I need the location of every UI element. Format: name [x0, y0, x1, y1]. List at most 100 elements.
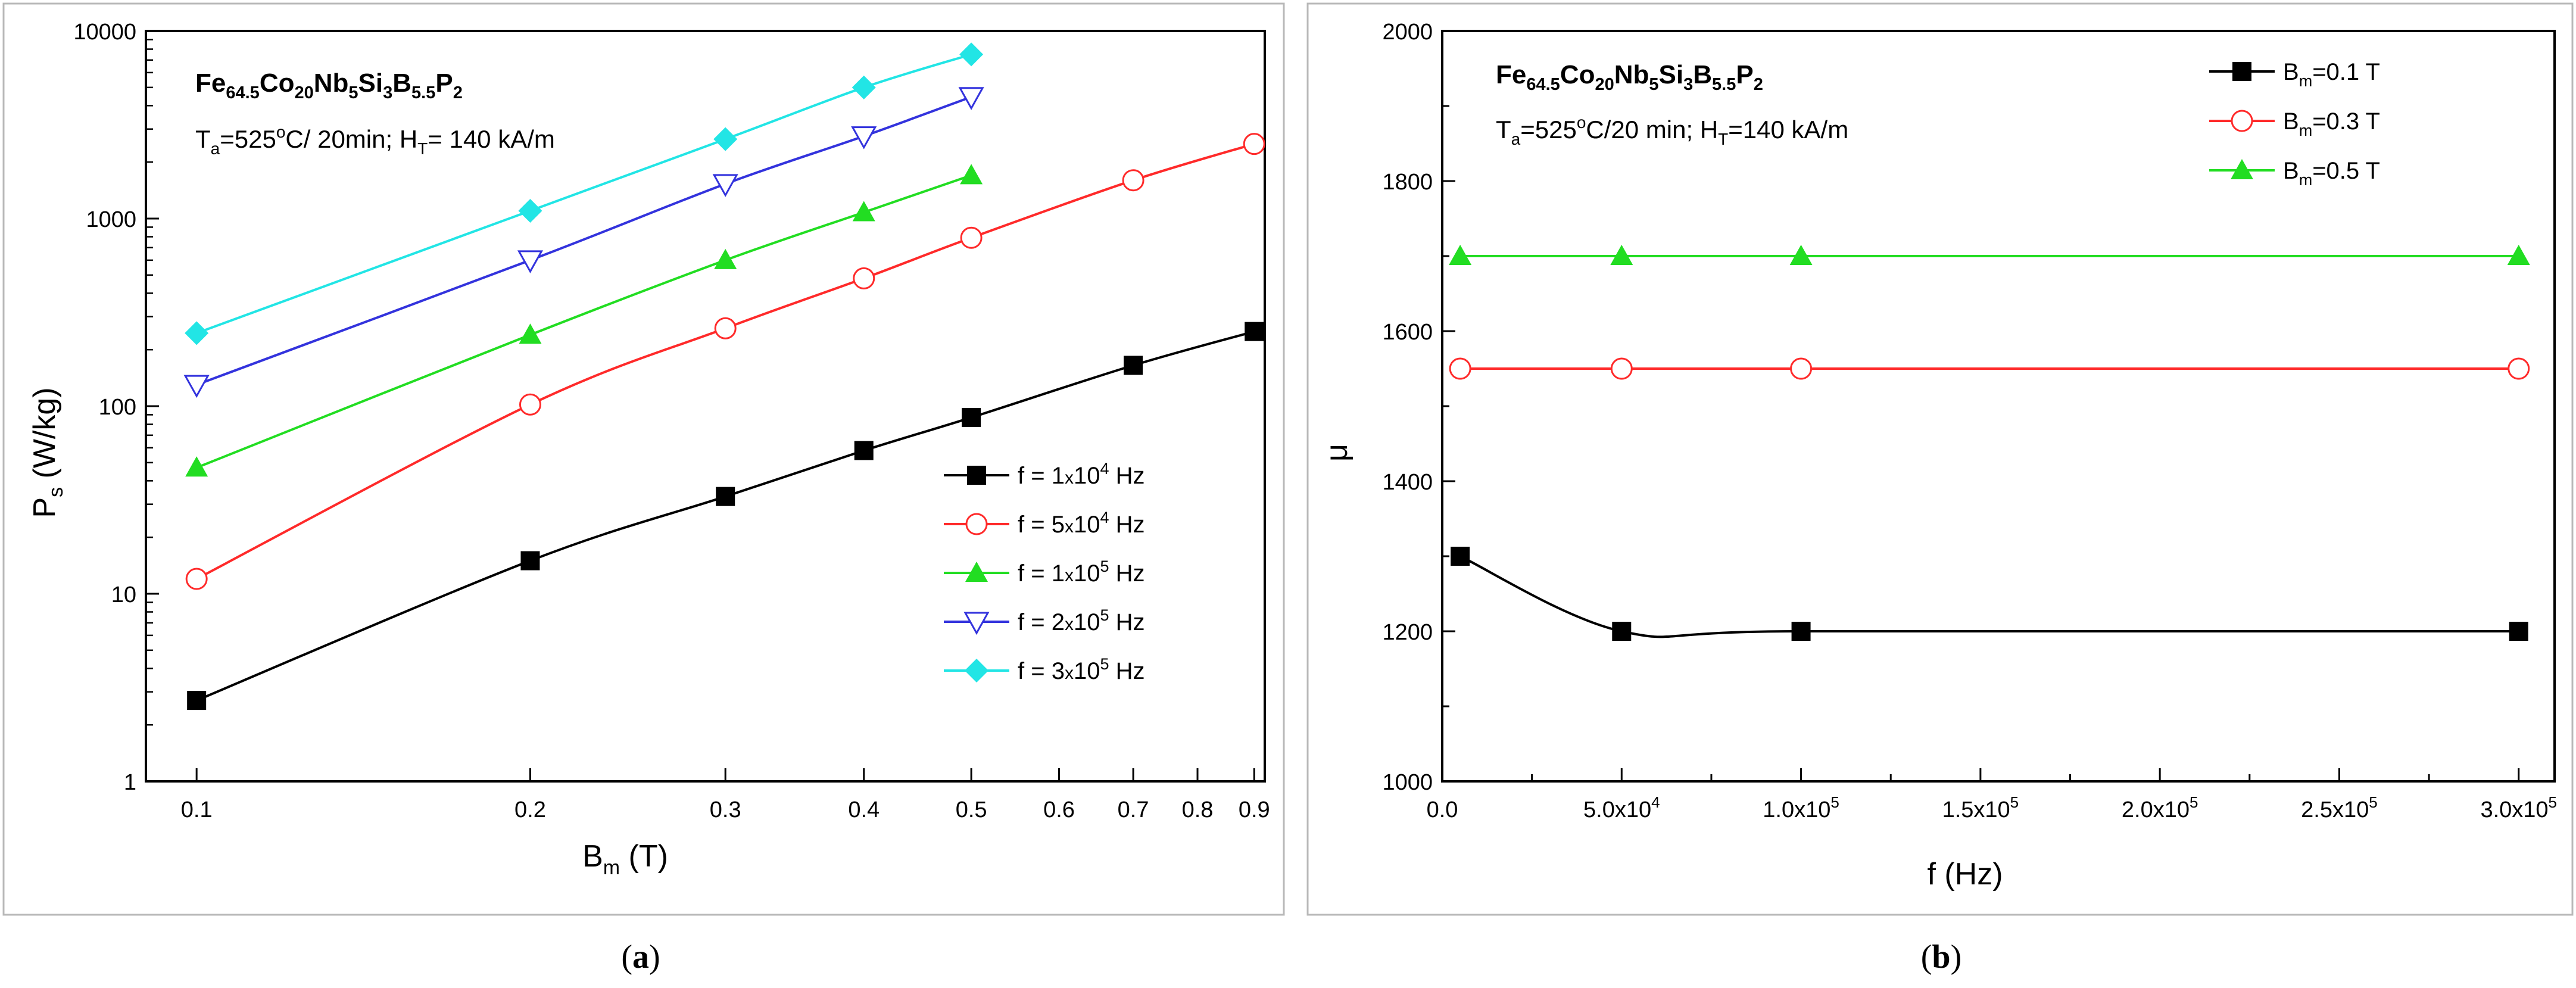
chart-a-title: Fe64.5Co20Nb5Si3B5.5P2 Ta=525oC/ 20min; …	[195, 68, 555, 158]
chart-a-x-tick-label-7: 0.8	[1182, 797, 1214, 822]
chart-b-x-tick-label-1: 5.0x104	[1583, 793, 1660, 822]
panel-a-caption: (a)	[621, 939, 660, 975]
chart-a-legend-1-marker	[965, 513, 988, 535]
chart-a-series-0-point-6	[1245, 322, 1264, 341]
chart-b-legend-0-label: Bm=0.1 T	[2283, 59, 2380, 90]
chart-a-legend-0-marker	[967, 466, 986, 485]
chart-a-series-3-point-2	[712, 174, 738, 197]
chart-b-series-0-point-1	[1612, 622, 1632, 641]
chart-a-series-3-point-4	[958, 87, 984, 110]
chart-a-series-1-point-3	[853, 267, 875, 289]
chart-b-series-1-point-3	[2508, 357, 2530, 380]
chart-a-series-1-point-0	[185, 568, 208, 590]
svg-text:Fe64.5Co20Nb5Si3B5.5P2: Fe64.5Co20Nb5Si3B5.5P2	[1496, 60, 1763, 94]
chart-b-title: Fe64.5Co20Nb5Si3B5.5P2 Ta=525oC/20 min; …	[1496, 60, 1848, 148]
chart-a-y-tick-label-2: 100	[99, 395, 136, 420]
chart-a-series-0-point-5	[1124, 356, 1143, 375]
chart-b-y-tick-label-0: 1000	[1382, 770, 1433, 795]
chart-a-series-3-point-1	[517, 250, 544, 273]
chart-a-series-0-point-2	[716, 487, 735, 506]
chart-b-y-axis-title: μ	[1320, 444, 1354, 462]
chart-a-series-0-point-4	[962, 408, 981, 428]
chart-a-series-1-point-6	[1243, 133, 1265, 155]
chart-b-plot-frame	[1441, 30, 2556, 783]
chart-b-x-axis-title: f (Hz)	[1927, 857, 2003, 892]
svg-text:Ta=525oC/ 20min; HT= 140 kA/m: Ta=525oC/ 20min; HT= 140 kA/m	[195, 123, 555, 158]
chart-b-series-0-point-3	[2509, 622, 2528, 641]
chart-b-legend-2-label: Bm=0.5 T	[2283, 158, 2380, 189]
svg-text:Fe64.5Co20Nb5Si3B5.5P2: Fe64.5Co20Nb5Si3B5.5P2	[195, 68, 463, 102]
chart-b-y-tick-label-2: 1400	[1382, 470, 1433, 495]
chart-a-series-0-point-0	[187, 691, 207, 710]
chart-a-legend-4-label: f = 3x105 Hz	[1018, 655, 1144, 684]
chart-a-legend-3-label: f = 2x105 Hz	[1018, 606, 1144, 635]
chart-b-series-2-point-2	[1789, 245, 1813, 265]
chart-b-series-0-point-2	[1791, 622, 1811, 641]
svg-text:Ps (W/kg): Ps (W/kg)	[27, 387, 67, 518]
chart-a-series-4-point-3	[852, 75, 876, 99]
chart-a-series-0-point-1	[520, 551, 540, 571]
chart-a-x-tick-label-4: 0.5	[956, 797, 987, 822]
chart-a-legend-3-marker	[963, 612, 990, 635]
chart-a-series-2-point-1	[519, 323, 542, 344]
chart-a: 0.1 0.2 0.3 0.4 0.5 0.6 0.7 0.8 0.9 1 10 100 1000 100…	[73, 20, 1270, 822]
chart-b-series-2-point-3	[2507, 245, 2530, 265]
chart-a-x-tick-label-3: 0.4	[848, 797, 880, 822]
chart-a-series-2-point-3	[852, 201, 875, 222]
chart-a-series-2-point-4	[960, 164, 983, 185]
chart-a-x-tick-label-2: 0.3	[710, 797, 741, 822]
chart-a-series-1-point-4	[960, 226, 983, 249]
chart-b-series-2-point-1	[1610, 245, 1633, 265]
chart-a-series-3-point-3	[851, 126, 877, 149]
chart-a-series-4-point-1	[518, 198, 542, 223]
chart-a-x-tick-label-1: 0.2	[514, 797, 546, 822]
chart-a-y-tick-label-4: 10000	[73, 20, 136, 45]
chart-b-legend-1-marker	[2231, 110, 2253, 132]
chart-a-series-3-line	[196, 95, 972, 386]
chart-b-x-tick-label-2: 1.0x105	[1763, 793, 1839, 822]
svg-text:Ta=525oC/20 min; HT=140 kA/m: Ta=525oC/20 min; HT=140 kA/m	[1496, 113, 1848, 148]
chart-a-y-tick-label-0: 1	[124, 770, 136, 795]
chart-b-y-tick-label-3: 1600	[1382, 320, 1433, 345]
chart-b-series-1-point-2	[1790, 357, 1813, 380]
chart-b-legend-1-label: Bm=0.3 T	[2283, 108, 2380, 139]
chart-b: 0.0 5.0x104 1.0x105 1.5x105 2.0x105 2.5x105 3.…	[1382, 20, 2557, 822]
chart-a-legend-4-marker	[965, 659, 988, 682]
chart-a-x-tick-label-8: 0.9	[1239, 797, 1270, 822]
chart-b-series-1-point-1	[1610, 357, 1633, 380]
chart-a-series-0-line	[196, 330, 1255, 702]
chart-b-x-tick-label-0: 0.0	[1427, 797, 1458, 822]
chart-a-series-2-point-2	[714, 248, 737, 269]
chart-a-legend-0-label: f = 1x104 Hz	[1018, 460, 1144, 489]
chart-b-legend-2-marker	[2231, 159, 2253, 179]
chart-a-series-1-point-5	[1122, 169, 1144, 192]
chart-a-y-axis-title: Ps (W/kg)	[27, 387, 67, 518]
chart-a-y-tick-label-3: 1000	[86, 207, 136, 232]
chart-b-series-0-line	[1459, 555, 2519, 638]
chart-b-series-1-point-0	[1449, 357, 1471, 380]
chart-b-y-tick-label-1: 1200	[1382, 620, 1433, 645]
panel-b-frame	[1306, 2, 2574, 916]
chart-a-series-1-line	[196, 142, 1255, 580]
chart-a-series-3-point-0	[183, 375, 210, 398]
chart-a-series-0-point-3	[854, 441, 874, 460]
chart-a-x-axis-title: Bm (T)	[582, 839, 668, 879]
panel-b-caption: (b)	[1921, 939, 1961, 975]
chart-b-series-0-point-0	[1451, 547, 1470, 566]
chart-b-x-tick-label-6: 3.0x105	[2480, 793, 2557, 822]
chart-a-x-tick-label-6: 0.7	[1118, 797, 1149, 822]
chart-a-legend-1-label: f = 5x104 Hz	[1018, 509, 1144, 538]
chart-a-y-tick-label-1: 10	[111, 582, 136, 607]
chart-a-series-2-line	[196, 174, 972, 469]
chart-a-series-2-point-0	[185, 456, 208, 477]
chart-b-x-tick-label-3: 1.5x105	[1942, 793, 2019, 822]
chart-a-series-4-line	[196, 53, 972, 335]
chart-b-x-tick-label-4: 2.0x105	[2122, 793, 2198, 822]
chart-a-x-tick-label-0: 0.1	[181, 797, 213, 822]
chart-a-series-1-point-1	[519, 393, 541, 416]
chart-a-series-4-point-2	[713, 127, 738, 151]
chart-a-x-tick-label-5: 0.6	[1043, 797, 1075, 822]
chart-a-series-4-point-0	[185, 321, 209, 345]
panel-a-frame	[2, 2, 1285, 916]
